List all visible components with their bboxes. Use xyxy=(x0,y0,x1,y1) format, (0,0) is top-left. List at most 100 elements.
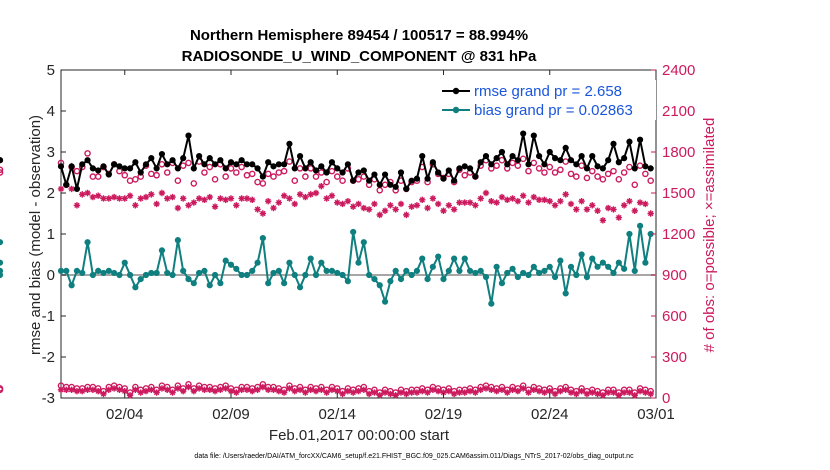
obs-assimilated-point xyxy=(355,387,362,395)
obs-assimilated-point xyxy=(57,185,65,193)
asterisk-marker xyxy=(493,387,500,395)
rmse-point xyxy=(445,167,452,174)
asterisk-marker xyxy=(589,389,596,396)
bias-point xyxy=(493,263,500,270)
bias-point xyxy=(312,271,320,279)
obs-assimilated-point xyxy=(461,389,468,396)
rmse-point xyxy=(334,165,341,172)
obs-possible-point xyxy=(248,170,256,178)
obs-assimilated-point xyxy=(589,389,596,396)
asterisk-marker xyxy=(291,387,298,395)
obs-possible-point xyxy=(132,176,139,183)
asterisk-marker xyxy=(514,198,522,205)
asterisk-marker xyxy=(137,195,144,202)
asterisk-marker xyxy=(89,386,97,393)
asterisk-marker xyxy=(403,211,410,219)
obs-assimilated-point xyxy=(307,386,314,393)
rmse-point xyxy=(461,163,468,170)
obs-possible-point xyxy=(185,159,192,167)
rmse-point xyxy=(201,161,208,168)
bias-point xyxy=(589,255,596,262)
obs-assimilated-point xyxy=(259,210,267,217)
asterisk-marker xyxy=(557,198,564,205)
asterisk-marker xyxy=(604,389,612,396)
obs-assimilated-point xyxy=(334,199,341,206)
rmse-point xyxy=(217,157,224,164)
bias-point xyxy=(275,267,282,274)
obs-assimilated-point xyxy=(312,387,320,395)
bias-point xyxy=(158,247,166,254)
asterisk-marker xyxy=(466,199,474,206)
asterisk-marker xyxy=(185,383,192,391)
obs-assimilated-point xyxy=(68,185,75,193)
rmse-point xyxy=(408,177,415,184)
obs-assimilated-point xyxy=(403,390,410,398)
asterisk-marker xyxy=(599,392,607,399)
obs-assimilated-point xyxy=(201,196,208,204)
asterisk-marker xyxy=(100,390,107,398)
obs-possible-point xyxy=(201,169,208,176)
asterisk-marker xyxy=(525,389,532,396)
obs-assimilated-point xyxy=(79,191,86,198)
asterisk-marker xyxy=(195,385,203,392)
obs-possible-point xyxy=(286,158,293,165)
obs-assimilated-point xyxy=(264,198,272,205)
obs-assimilated-point xyxy=(243,386,251,393)
obs-assimilated-point xyxy=(73,202,81,209)
asterisk-marker xyxy=(530,386,538,393)
bias-point xyxy=(355,259,362,266)
bias-point xyxy=(456,267,463,274)
obs-assimilated-point xyxy=(164,386,171,393)
obs-assimilated-point xyxy=(504,389,511,396)
obs-assimilated-point xyxy=(249,387,256,395)
rmse-point xyxy=(466,165,474,172)
obs-assimilated-point xyxy=(270,386,277,393)
asterisk-marker xyxy=(211,203,219,210)
obs-assimilated-point xyxy=(498,386,506,393)
obs-assimilated-point xyxy=(94,192,102,199)
asterisk-marker xyxy=(116,386,123,393)
asterisk-marker xyxy=(551,202,559,209)
rmse-point xyxy=(73,185,81,192)
obs-assimilated-point xyxy=(424,204,431,212)
obs-assimilated-point xyxy=(466,199,474,206)
rmse-point xyxy=(562,144,569,151)
asterisk-marker xyxy=(397,200,405,208)
asterisk-marker xyxy=(642,389,649,396)
rmse-point xyxy=(164,161,171,168)
rmse-point xyxy=(546,148,553,156)
asterisk-marker xyxy=(211,387,219,395)
rmse-point xyxy=(275,161,282,168)
asterisk-marker xyxy=(615,392,623,399)
bias-point xyxy=(567,263,575,270)
asterisk-marker xyxy=(57,185,65,193)
obs-assimilated-point xyxy=(132,202,139,209)
asterisk-marker xyxy=(610,389,617,396)
obs-assimilated-point xyxy=(217,195,224,202)
obs-assimilated-point xyxy=(100,390,107,398)
obs-assimilated-point xyxy=(275,387,283,395)
asterisk-marker xyxy=(636,387,644,395)
asterisk-marker xyxy=(535,387,543,395)
obs-possible-point xyxy=(0,166,4,174)
asterisk-marker xyxy=(477,386,484,393)
asterisk-marker xyxy=(100,195,107,202)
asterisk-marker xyxy=(583,390,591,398)
obs-possible-point xyxy=(567,170,575,178)
rmse-point xyxy=(302,165,309,172)
obs-possible-point xyxy=(323,178,330,186)
obs-assimilated-point xyxy=(397,200,405,208)
asterisk-marker xyxy=(573,390,580,398)
asterisk-marker xyxy=(254,386,261,393)
obs-assimilated-point xyxy=(456,389,463,396)
bias-point xyxy=(121,259,128,266)
obs-assimilated-point xyxy=(397,389,405,396)
asterisk-marker xyxy=(79,387,86,395)
obs-assimilated-point xyxy=(509,195,516,202)
bias-point xyxy=(344,278,351,285)
obs-assimilated-point xyxy=(647,210,654,217)
asterisk-marker xyxy=(376,211,383,219)
rmse-point xyxy=(578,153,585,160)
asterisk-marker xyxy=(243,386,251,393)
obs-assimilated-point xyxy=(504,196,511,204)
